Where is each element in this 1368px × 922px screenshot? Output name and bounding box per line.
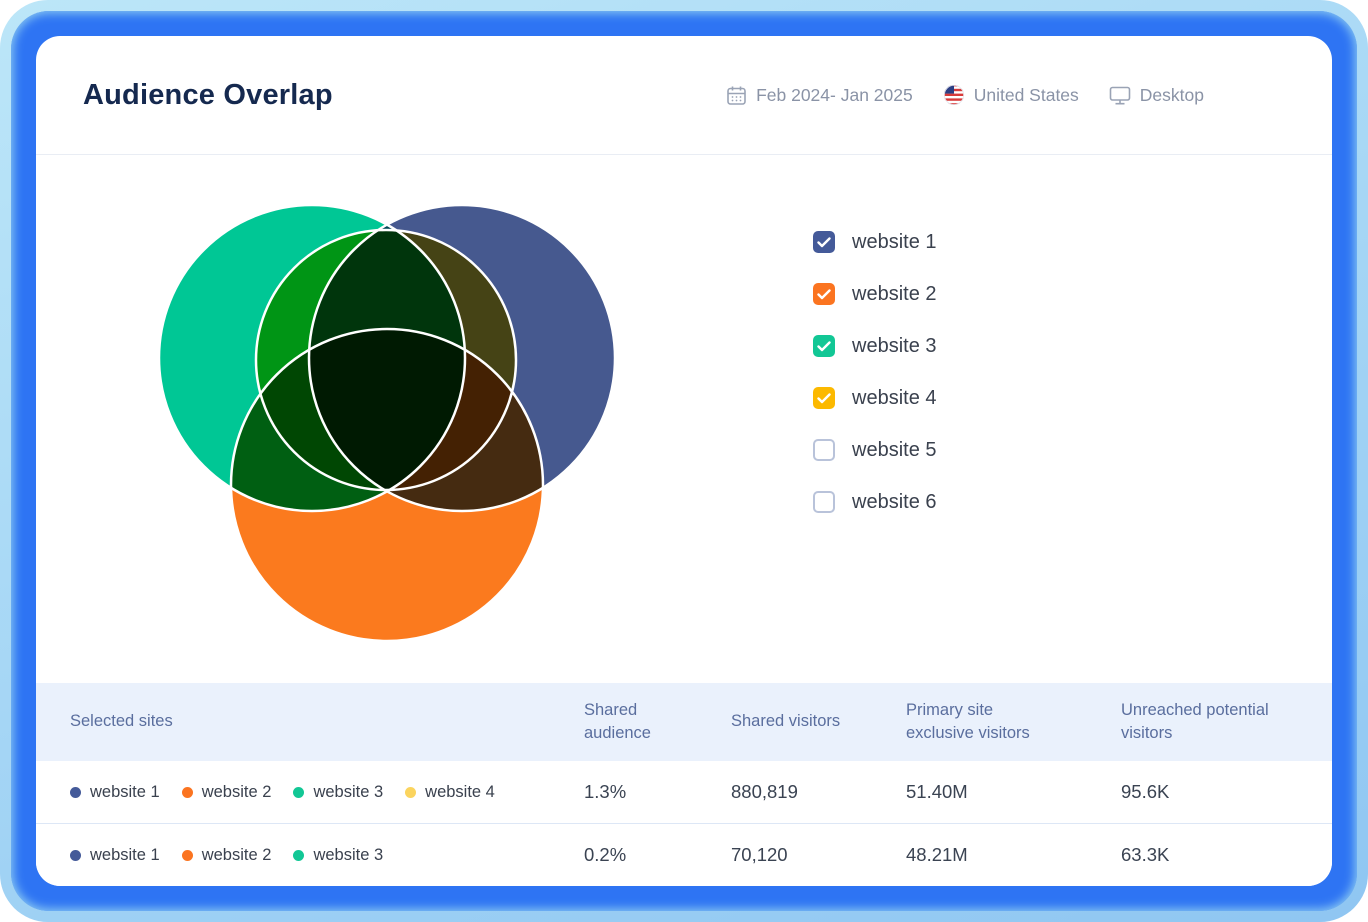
column-header-unreached: Unreached potential visitors [1121,700,1269,742]
country-filter[interactable]: United States [943,84,1079,106]
site-color-dot [293,849,305,861]
venn-circle-outlines [157,203,617,643]
site-label: website 3 [313,782,384,801]
site-label: website 2 [201,845,272,864]
site-label: website 4 [425,782,495,801]
table-row: website 1 website 2 website 3 websi [36,761,1332,823]
site-chip: website 2 [181,782,272,802]
date-range-filter[interactable]: Feb 2024- Jan 2025 [726,85,913,106]
shared-visitors-value: 70,120 [731,844,788,865]
date-range-label: Feb 2024- Jan 2025 [756,84,913,105]
table-header-row: Selected sites Shared audience Shared vi… [36,683,1332,761]
legend-item-website-4[interactable]: website 4 [813,372,937,424]
legend-label: website 3 [852,334,937,357]
site-color-dot [70,786,81,798]
device-label: Desktop [1139,84,1204,105]
site-chip: website 2 [181,845,272,865]
us-flag-icon [943,84,964,106]
site-chip: website 1 [70,783,160,802]
column-header-shared-visitors: Shared visitors [731,712,841,731]
venn-diagram [157,203,617,643]
site-label: website 2 [201,782,272,801]
site-color-dot [181,786,193,798]
legend-label: website 5 [852,438,937,461]
site-color-dot [70,849,81,861]
site-chip: website 3 [293,783,383,802]
legend-item-website-2[interactable]: website 2 [813,268,937,320]
site-chip: website 3 [293,846,383,865]
card-header: Audience Overlap F [36,36,1332,155]
legend-item-website-6[interactable]: website 6 [813,476,937,528]
site-label: website 1 [90,782,160,801]
selected-sites-cell: website 1 website 2 website 3 [70,846,584,865]
primary-exclusive-value: 48.21M [906,844,968,865]
country-label: United States [973,84,1079,105]
shared-audience-value: 0.2% [584,844,627,865]
checkbox-checked-icon [813,387,835,409]
legend-item-website-1[interactable]: website 1 [813,216,937,268]
site-color-dot [181,849,193,861]
audience-overlap-card: Audience Overlap F [36,36,1332,886]
column-header-selected-sites: Selected sites [70,712,173,731]
checkbox-checked-icon [813,335,835,357]
checkbox-checked-icon [813,283,835,305]
page-title: Audience Overlap [83,78,333,111]
primary-exclusive-value: 51.40M [906,781,968,802]
selected-sites-cell: website 1 website 2 website 3 websi [70,783,584,802]
unreached-value: 95.6K [1121,781,1170,802]
desktop-icon [1109,86,1131,105]
overlap-table: Selected sites Shared audience Shared vi… [36,683,1332,886]
checkbox-checked-icon [813,231,835,253]
column-header-shared-audience: Shared audience [584,700,651,742]
checkbox-unchecked-icon [813,491,835,513]
chart-area: website 1 website 2 website 3 website 4 [36,155,1332,683]
legend-label: website 1 [852,230,937,253]
legend-item-website-5[interactable]: website 5 [813,424,937,476]
checkbox-unchecked-icon [813,439,835,461]
unreached-value: 63.3K [1121,844,1170,865]
site-chip: website 1 [70,846,160,865]
site-chip: website 4 [405,783,495,802]
legend-label: website 4 [852,386,937,409]
shared-visitors-value: 880,819 [731,781,798,802]
shared-audience-value: 1.3% [584,781,627,802]
header-filters: Feb 2024- Jan 2025 [726,84,1204,106]
column-header-primary-exclusive: Primary site exclusive visitors [906,700,1030,742]
legend-item-website-3[interactable]: website 3 [813,320,937,372]
site-color-dot [293,786,305,798]
device-filter[interactable]: Desktop [1109,85,1204,106]
website-legend: website 1 website 2 website 3 website 4 [813,216,937,528]
table-row: website 1 website 2 website 3 0.2% 70,12… [36,823,1332,886]
site-label: website 3 [313,845,384,864]
site-color-dot [405,786,417,798]
site-label: website 1 [90,845,160,864]
calendar-icon [727,86,746,105]
legend-label: website 6 [852,490,937,513]
legend-label: website 2 [852,282,937,305]
